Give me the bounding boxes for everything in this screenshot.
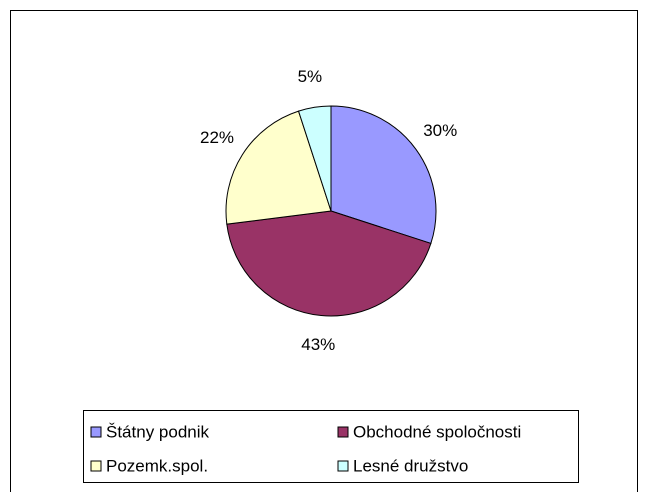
chart-frame: [10, 10, 638, 492]
pie-slice: [330, 105, 437, 245]
legend-swatch: [90, 426, 102, 438]
legend-label: Obchodné spoločnosti: [353, 422, 521, 441]
legend-swatch: [337, 460, 349, 472]
data-label: 5%: [298, 67, 323, 86]
legend-swatch: [90, 460, 102, 472]
pie-slice: [225, 110, 332, 225]
pie-slice: [297, 105, 332, 212]
legend-label: Lesné družstvo: [353, 456, 468, 475]
data-label: 22%: [200, 128, 234, 147]
legend-swatch: [337, 426, 349, 438]
legend-label: Štátny podnik: [106, 422, 210, 441]
pie-slice: [226, 210, 432, 317]
data-label: 30%: [423, 121, 457, 140]
legend-box: [83, 410, 579, 483]
legend-label: Pozemk.spol.: [106, 456, 208, 475]
data-label: 43%: [301, 335, 335, 354]
